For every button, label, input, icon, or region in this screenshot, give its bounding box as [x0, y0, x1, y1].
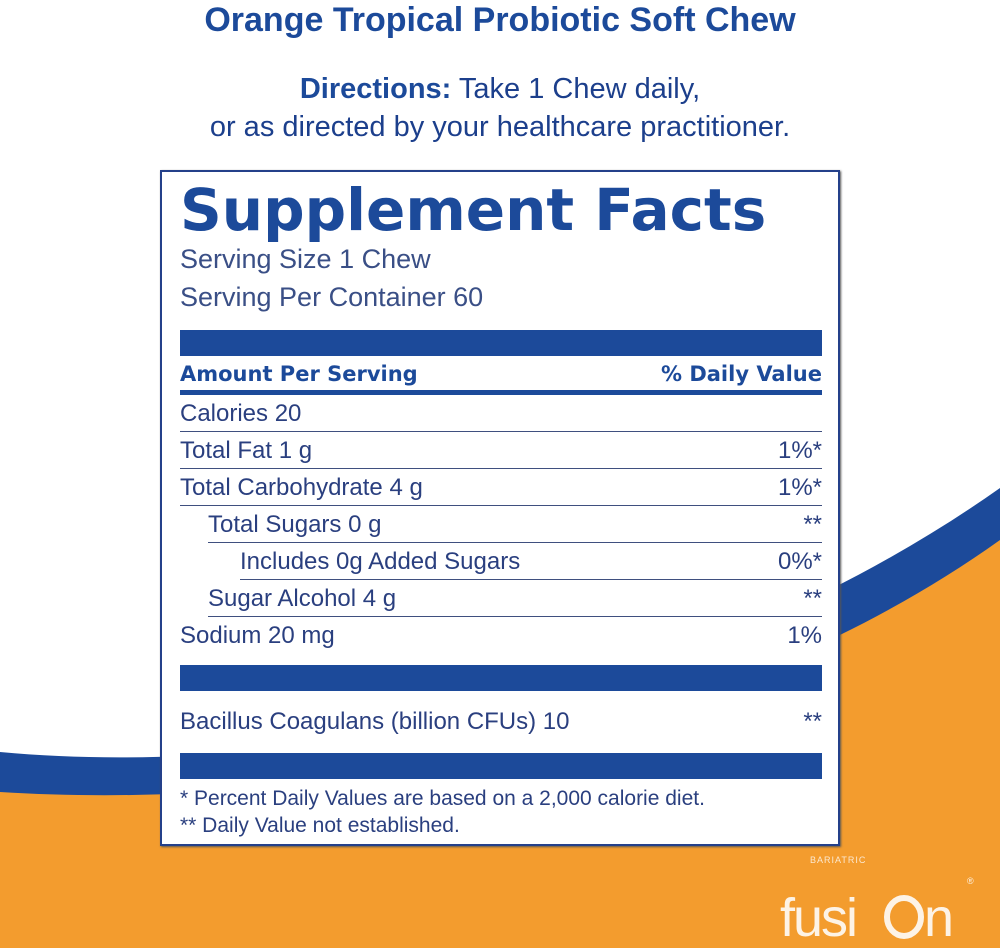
- row-label: Sugar Alcohol 4 g: [208, 585, 397, 612]
- header-daily-value: % Daily Value: [660, 362, 822, 386]
- facts-header: Amount Per Serving % Daily Value: [180, 356, 822, 395]
- fact-row: Total Fat 1 g 1%*: [180, 432, 822, 469]
- row-label: Total Sugars 0 g: [208, 511, 382, 538]
- divider-bar: [180, 665, 822, 691]
- svg-text:®: ®: [967, 876, 974, 886]
- directions-text: Take 1 Chew daily,: [451, 73, 701, 105]
- row-label: Calories 20: [180, 400, 302, 427]
- row-dv: **: [803, 708, 822, 735]
- divider-bar: [180, 753, 822, 779]
- directions-text-2: or as directed by your healthcare practi…: [209, 111, 791, 143]
- svg-text:n: n: [924, 888, 954, 942]
- fact-row: Total Carbohydrate 4 g 1%*: [180, 469, 822, 506]
- row-label: Total Carbohydrate 4 g: [180, 474, 423, 501]
- row-dv: 1%*: [777, 474, 822, 501]
- row-label: Sodium 20 mg: [180, 622, 335, 649]
- fact-row: Includes 0g Added Sugars 0%*: [240, 543, 822, 580]
- fact-row: Sodium 20 mg 1%: [180, 617, 822, 653]
- row-label: Includes 0g Added Sugars: [240, 548, 521, 575]
- row-dv: 1%: [787, 622, 822, 649]
- svg-text:BARIATRIC: BARIATRIC: [810, 855, 866, 865]
- row-dv: **: [803, 585, 822, 612]
- footnote-1: * Percent Daily Values are based on a 2,…: [180, 787, 705, 810]
- divider-bar: [180, 330, 822, 356]
- fact-row: Sugar Alcohol 4 g **: [208, 580, 822, 617]
- fact-row: Total Sugars 0 g **: [208, 506, 822, 543]
- fact-row: Calories 20: [180, 395, 822, 432]
- row-label: Total Fat 1 g: [180, 437, 313, 464]
- row-dv: 0%*: [777, 548, 822, 575]
- footnote-2: ** Daily Value not established.: [180, 814, 460, 837]
- probiotic-row: Bacillus Coagulans (billion CFUs) 10 **: [180, 703, 822, 739]
- directions: Directions: Take 1 Chew daily, or as dir…: [0, 70, 1000, 146]
- servings-per-container: Serving Per Container 60: [180, 282, 484, 312]
- row-dv: **: [803, 511, 822, 538]
- row-label: Bacillus Coagulans (billion CFUs) 10: [180, 708, 570, 735]
- serving-size: Serving Size 1 Chew: [180, 244, 431, 274]
- facts-heading: Supplement Facts: [180, 176, 767, 244]
- supplement-facts-panel: Supplement Facts Serving Size 1 Chew Ser…: [160, 170, 840, 846]
- row-dv: 1%*: [777, 437, 822, 464]
- product-title: Orange Tropical Probiotic Soft Chew: [204, 1, 796, 39]
- svg-text:fusi: fusi: [780, 888, 856, 942]
- header-amount: Amount Per Serving: [180, 362, 418, 386]
- bariatric-fusion-logo: BARIATRIC fusi n ®: [780, 855, 974, 942]
- directions-label: Directions:: [299, 73, 452, 105]
